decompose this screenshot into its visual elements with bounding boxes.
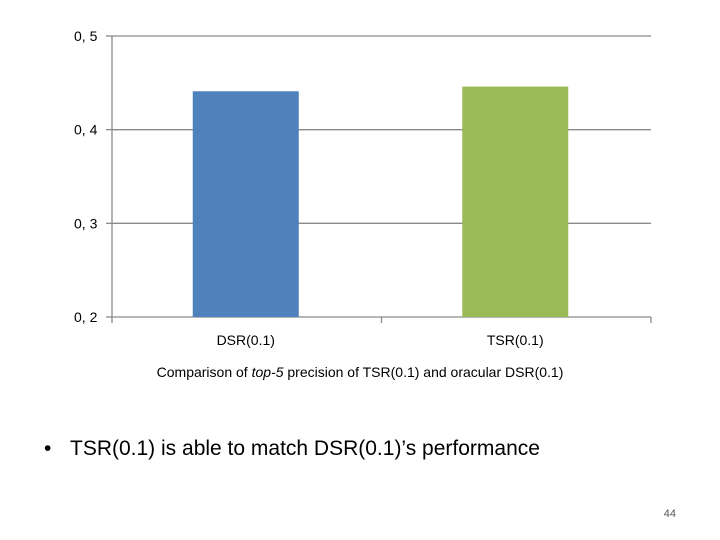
y-tick-label: 0, 4 xyxy=(74,122,98,138)
bar-chart: 0, 2 0, 3 0, 4 0, 5 DSR(0.1) TSR(0.1) xyxy=(74,28,652,348)
labels: 0, 2 0, 3 0, 4 0, 5 DSR(0.1) TSR(0.1) xyxy=(74,28,544,348)
caption-emphasis: top-5 xyxy=(251,364,284,380)
bullet-point: • TSR(0.1) is able to match DSR(0.1)’s pe… xyxy=(44,437,540,461)
axes xyxy=(106,35,652,323)
page-number: 44 xyxy=(663,508,676,520)
y-tick-label: 0, 3 xyxy=(74,215,98,231)
bar-dsr-0-1 xyxy=(192,91,299,317)
bar-tsr-0-1 xyxy=(462,86,569,317)
x-category-label: DSR(0.1) xyxy=(217,332,275,348)
bullet-text: TSR(0.1) is able to match DSR(0.1)’s per… xyxy=(70,437,540,460)
caption-prefix: Comparison of xyxy=(156,364,252,380)
y-tick-label: 0, 5 xyxy=(74,28,98,44)
chart-caption: Comparison of top-5 precision of TSR(0.1… xyxy=(0,364,720,380)
y-tick-label: 0, 2 xyxy=(74,309,98,325)
x-category-label: TSR(0.1) xyxy=(487,332,544,348)
bullet-symbol: • xyxy=(44,437,52,460)
caption-suffix: precision of TSR(0.1) and oracular DSR(0… xyxy=(283,364,564,380)
bars xyxy=(192,86,569,317)
